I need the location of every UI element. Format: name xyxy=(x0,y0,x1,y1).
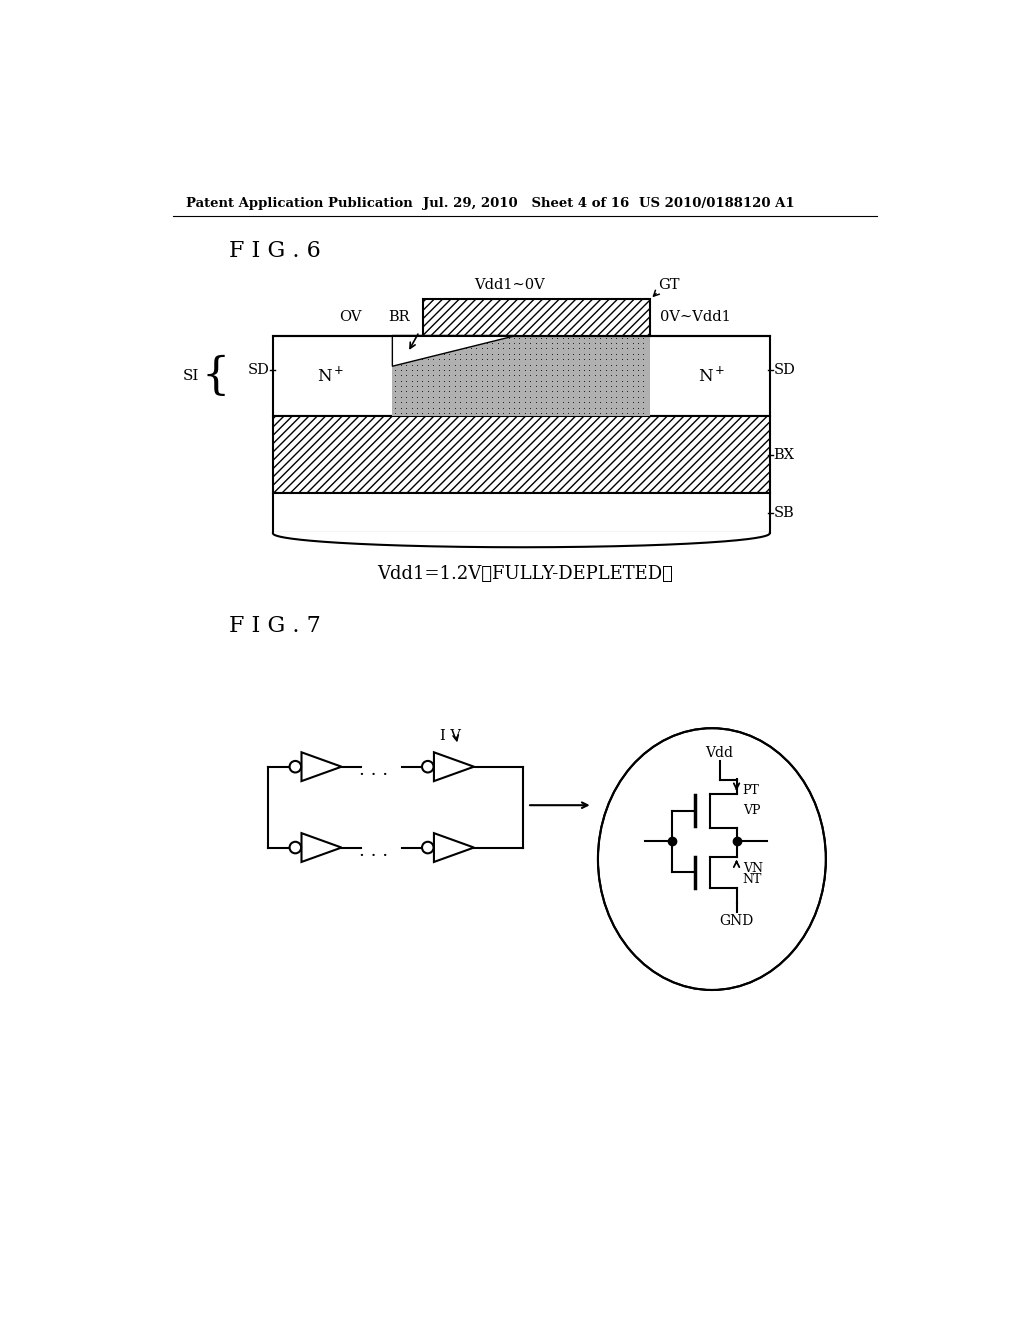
Bar xyxy=(273,335,770,416)
Polygon shape xyxy=(434,752,474,781)
Text: . . .: . . . xyxy=(359,842,388,859)
Bar xyxy=(273,494,770,533)
Polygon shape xyxy=(301,752,342,781)
Text: . . .: . . . xyxy=(359,760,388,779)
Polygon shape xyxy=(434,833,474,862)
Text: N$^+$: N$^+$ xyxy=(317,366,344,385)
Bar xyxy=(423,300,650,335)
Text: Jul. 29, 2010   Sheet 4 of 16: Jul. 29, 2010 Sheet 4 of 16 xyxy=(423,197,630,210)
Text: PT: PT xyxy=(742,784,760,797)
Circle shape xyxy=(290,760,301,772)
Text: US 2010/0188120 A1: US 2010/0188120 A1 xyxy=(639,197,795,210)
Text: VN: VN xyxy=(742,862,763,875)
Text: F I G . 6: F I G . 6 xyxy=(229,240,321,261)
Text: F I G . 7: F I G . 7 xyxy=(229,615,321,638)
Text: SI: SI xyxy=(182,368,199,383)
Text: GT: GT xyxy=(658,279,680,293)
Polygon shape xyxy=(392,335,516,366)
Text: SD: SD xyxy=(247,363,269,376)
Text: Vdd1=1.2V（FULLY-DEPLETED）: Vdd1=1.2V（FULLY-DEPLETED） xyxy=(377,565,673,583)
Text: SB: SB xyxy=(773,507,795,520)
Circle shape xyxy=(422,760,433,772)
Ellipse shape xyxy=(598,729,826,990)
Text: OV: OV xyxy=(339,310,361,325)
Text: 0V∼Vdd1: 0V∼Vdd1 xyxy=(659,310,730,325)
Text: Vdd1∼0V: Vdd1∼0V xyxy=(474,279,545,293)
Circle shape xyxy=(422,842,433,853)
Text: N$^+$: N$^+$ xyxy=(698,366,726,385)
Text: Patent Application Publication: Patent Application Publication xyxy=(186,197,413,210)
Text: {: { xyxy=(201,354,229,397)
Text: GND: GND xyxy=(720,915,754,928)
Text: SD: SD xyxy=(773,363,796,376)
Text: BR: BR xyxy=(388,310,410,325)
Text: I V: I V xyxy=(439,729,461,743)
Bar xyxy=(392,335,650,416)
Polygon shape xyxy=(301,833,342,862)
Bar xyxy=(273,416,770,494)
Bar xyxy=(273,532,769,549)
Circle shape xyxy=(290,842,301,853)
Text: VP: VP xyxy=(742,804,760,817)
Text: NT: NT xyxy=(742,873,762,886)
Text: BX: BX xyxy=(773,447,795,462)
Text: Vdd: Vdd xyxy=(706,746,733,760)
